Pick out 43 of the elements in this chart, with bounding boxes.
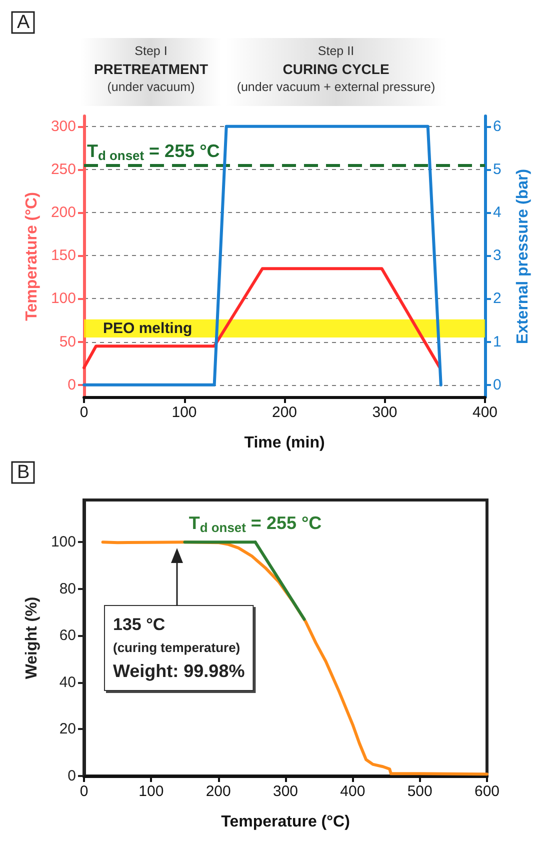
y-axis-title: Weight (%): [24, 596, 40, 680]
y-tick-label: 60: [59, 627, 76, 644]
y-tick-label: 50: [59, 333, 76, 350]
x-tick-label: 0: [80, 783, 88, 800]
x-tick-label: 200: [272, 404, 298, 421]
y-tick-label: 200: [50, 204, 76, 222]
x-tick-label: 0: [80, 404, 88, 421]
y2-tick-label: 4: [493, 204, 502, 222]
y2-axis-title: External pressure (bar): [514, 168, 532, 344]
y-tick-label: 100: [50, 290, 76, 308]
y2-tick-label: 2: [493, 290, 502, 308]
y-tick-label: 150: [50, 247, 76, 264]
x-tick-label: 100: [172, 404, 197, 421]
annotation: 135 °C (curing temperature) Weight: 99.98%: [113, 615, 245, 681]
y-tick-label: 300: [50, 118, 76, 135]
chart-title: A: [17, 12, 30, 33]
x-tick-label: 100: [138, 783, 164, 800]
y-axis-title: Temperature (°C): [24, 192, 40, 321]
y-tick-label: 0: [68, 768, 76, 784]
y2-tick-label: 1: [493, 333, 502, 350]
x-tick-label: 400: [472, 404, 498, 421]
x-axis-title: Temperature (°C): [221, 814, 350, 830]
x-tick-label: 300: [372, 404, 398, 421]
y2-tick-label: 3: [493, 247, 502, 264]
y-tick-label: 250: [50, 160, 76, 178]
text: Step II CURING CYCLE (under vacuum + external pressure): [236, 43, 436, 96]
y2-tick-label: 6: [493, 118, 502, 135]
chart-title: B: [17, 462, 30, 483]
y2-tick-label: 5: [493, 160, 502, 178]
y-tick-label: 80: [59, 580, 76, 598]
x-tick-label: 200: [206, 783, 231, 800]
y2-tick-label: 0: [493, 376, 502, 394]
x-tick-label: 300: [272, 783, 298, 800]
y-tick-label: 100: [50, 534, 76, 551]
x-tick-label: 500: [407, 783, 432, 800]
y-tick-label: 0: [68, 376, 76, 394]
y-tick-label: 40: [59, 674, 76, 691]
x-tick-label: 400: [340, 783, 366, 800]
text: Step I PRETREATMENT (under vacuum): [92, 43, 210, 96]
y-tick-label: 20: [59, 720, 76, 738]
x-tick-label: 600: [474, 783, 500, 800]
x-axis-title: Time (min): [244, 434, 325, 452]
band-label: PEO melting: [103, 320, 192, 337]
